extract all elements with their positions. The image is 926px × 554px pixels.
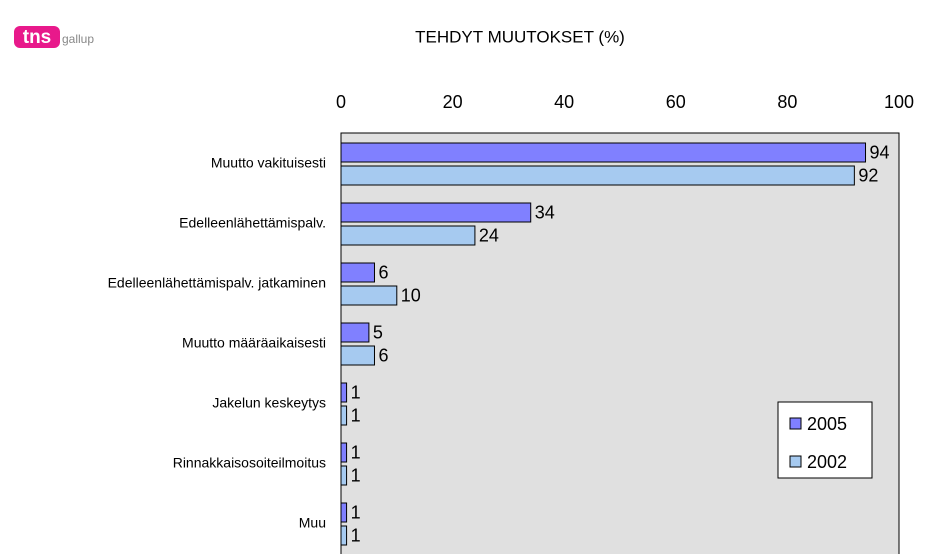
value-label: 10 [401,285,421,305]
bar [340,382,348,403]
category-label: Muu [299,515,326,531]
bar [340,202,532,223]
value-label: 24 [479,225,499,245]
value-label: 1 [351,382,361,402]
plot-area [340,132,900,554]
category-label: Rinnakkaisosoiteilmoitus [173,455,326,471]
legend-label: 2002 [807,452,847,472]
legend-swatch [789,455,802,468]
x-tick-label: 80 [777,92,797,112]
bar [340,465,348,486]
value-label: 92 [858,165,878,185]
chart-title: TEHDYT MUUTOKSET (%) [415,27,625,46]
value-label: 94 [870,142,890,162]
x-tick-label: 0 [336,92,346,112]
logo-box [14,26,60,48]
x-tick-label: 60 [666,92,686,112]
logo-brand: tns [23,27,52,48]
value-label: 6 [378,262,388,282]
legend-swatch [789,417,802,430]
bar [340,165,855,186]
value-label: 1 [351,502,361,522]
category-label: Edelleenlähettämispalv. jatkaminen [108,275,326,291]
value-label: 34 [535,202,555,222]
bar [340,405,348,426]
category-label: Muutto määräaikaisesti [182,335,326,351]
bar [340,502,348,523]
value-label: 5 [373,322,383,342]
value-label: 1 [351,465,361,485]
bar [340,142,867,163]
bar [340,285,398,306]
x-tick-label: 40 [554,92,574,112]
bar [340,525,348,546]
bar [340,225,476,246]
category-label: Jakelun keskeytys [212,395,326,411]
bar [340,345,375,366]
value-label: 6 [378,345,388,365]
logo-sub: gallup [62,32,94,46]
value-label: 1 [351,405,361,425]
legend-label: 2005 [807,414,847,434]
bar [340,322,370,343]
category-label: Muutto vakituisesti [211,155,326,171]
value-label: 1 [351,525,361,545]
x-tick-label: 100 [884,92,914,112]
bar [340,442,348,463]
bar [340,262,375,283]
value-label: 1 [351,442,361,462]
category-label: Edelleenlähettämispalv. [179,215,326,231]
x-tick-label: 20 [443,92,463,112]
